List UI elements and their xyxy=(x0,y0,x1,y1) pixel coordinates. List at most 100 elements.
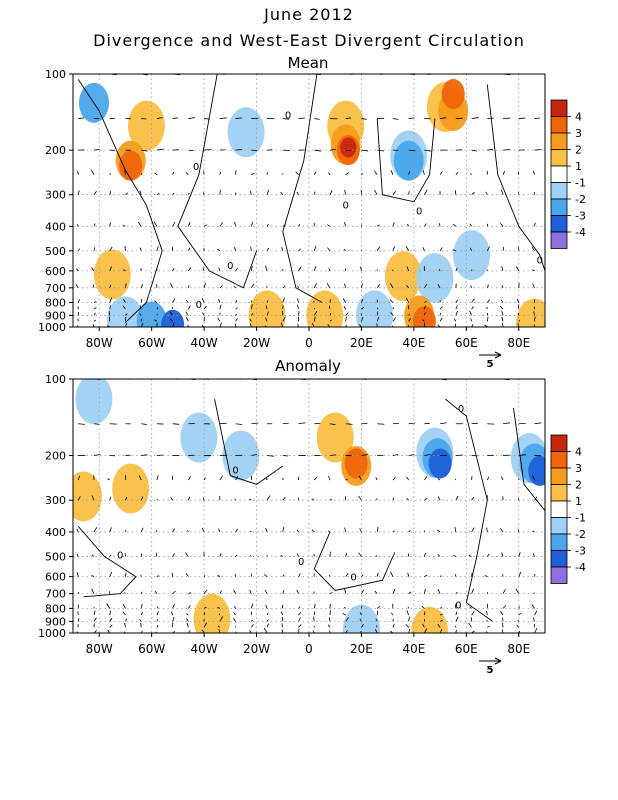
wind-vector xyxy=(266,619,269,622)
wind-vector xyxy=(188,605,191,609)
divergence-patch xyxy=(136,301,167,327)
wind-vector xyxy=(421,605,425,609)
wind-vector xyxy=(233,285,236,289)
wind-vector xyxy=(203,622,207,628)
wind-vector xyxy=(531,604,535,609)
wind-vector xyxy=(437,284,441,289)
wind-vector xyxy=(234,246,236,251)
wind-vector xyxy=(328,617,331,622)
wind-vector xyxy=(187,529,189,533)
wind-vector xyxy=(377,149,384,152)
wind-vector xyxy=(499,528,504,533)
wind-vector xyxy=(250,246,252,251)
wind-vector xyxy=(502,322,504,327)
wind-vector xyxy=(298,628,300,633)
wind-vector xyxy=(266,247,270,252)
wind-vector xyxy=(250,221,254,227)
legend-label: -2 xyxy=(575,193,586,206)
wind-vector xyxy=(516,298,520,303)
wind-vector xyxy=(264,589,268,594)
wind-vector xyxy=(141,423,147,425)
wind-vector xyxy=(361,574,364,577)
wind-vector xyxy=(77,170,79,175)
wind-vector xyxy=(502,246,505,251)
reference-vector-label: 5 xyxy=(487,359,494,370)
wind-vector xyxy=(282,526,285,533)
x-tick-label: 20E xyxy=(350,336,373,350)
wind-vector xyxy=(499,305,504,310)
wind-vector xyxy=(468,622,472,628)
wind-vector xyxy=(424,223,427,227)
wind-vector xyxy=(263,627,268,633)
divergence-patch xyxy=(528,455,545,486)
wind-vector xyxy=(219,322,222,327)
contour-label: 0 xyxy=(343,200,349,211)
wind-vector xyxy=(502,589,506,594)
legend-swatch xyxy=(550,434,568,452)
wind-vector xyxy=(139,305,142,310)
wind-vector xyxy=(361,606,363,609)
wind-vector xyxy=(424,497,428,501)
legend-label: 3 xyxy=(575,127,582,140)
wind-vector xyxy=(408,591,412,594)
wind-vector xyxy=(361,589,365,594)
wind-vector xyxy=(327,624,331,628)
zero-contour xyxy=(214,399,284,485)
wind-vector xyxy=(204,149,212,151)
divergence-patch xyxy=(356,290,394,327)
wind-vector xyxy=(203,575,206,577)
wind-vector xyxy=(186,622,189,628)
wind-vector xyxy=(234,498,236,501)
legend-swatch xyxy=(550,566,568,584)
wind-vector xyxy=(328,172,331,175)
wind-vector xyxy=(376,284,381,289)
wind-vector xyxy=(313,307,316,310)
wind-vector xyxy=(376,610,379,616)
wind-vector xyxy=(377,423,385,425)
wind-vector xyxy=(235,268,238,272)
wind-vector xyxy=(218,528,221,533)
wind-vector xyxy=(185,613,189,616)
wind-vector xyxy=(250,603,254,609)
wind-vector xyxy=(172,528,176,533)
wind-vector xyxy=(518,612,522,616)
wind-vector xyxy=(140,591,143,594)
wind-vector xyxy=(471,422,478,425)
x-tick-label: 60W xyxy=(138,642,165,656)
divergence-patch xyxy=(127,100,165,151)
wind-vector xyxy=(92,284,95,288)
wind-vector xyxy=(280,554,284,557)
wind-vector xyxy=(502,170,506,175)
wind-vector xyxy=(532,170,535,175)
wind-vector xyxy=(534,222,536,227)
divergence-patch xyxy=(180,412,218,463)
wind-vector xyxy=(313,171,317,175)
wind-vector xyxy=(345,617,349,622)
wind-vector xyxy=(392,497,394,501)
wind-vector xyxy=(296,191,299,195)
x-tick-label: 80W xyxy=(86,336,113,350)
y-tick-label: 300 xyxy=(45,494,66,507)
wind-vector xyxy=(469,223,472,227)
wind-vector xyxy=(265,605,268,609)
wind-vector xyxy=(437,624,441,628)
wind-vector xyxy=(329,148,336,151)
wind-vector xyxy=(171,611,174,616)
wind-vector xyxy=(185,317,189,322)
wind-vector xyxy=(122,611,126,616)
wind-vector xyxy=(408,422,416,425)
reference-vector-head xyxy=(494,351,502,359)
wind-vector xyxy=(313,265,317,272)
wind-vector xyxy=(93,527,98,533)
wind-vector xyxy=(439,317,443,322)
wind-vector xyxy=(517,323,520,327)
wind-vector xyxy=(437,529,441,533)
wind-vector xyxy=(486,619,488,622)
wind-vector xyxy=(487,148,494,151)
wind-vector xyxy=(188,247,191,252)
wind-vector xyxy=(534,422,542,425)
legend-swatch xyxy=(550,99,568,117)
wind-vector xyxy=(469,310,472,316)
y-tick-label: 300 xyxy=(45,189,66,202)
wind-vector xyxy=(93,319,96,322)
